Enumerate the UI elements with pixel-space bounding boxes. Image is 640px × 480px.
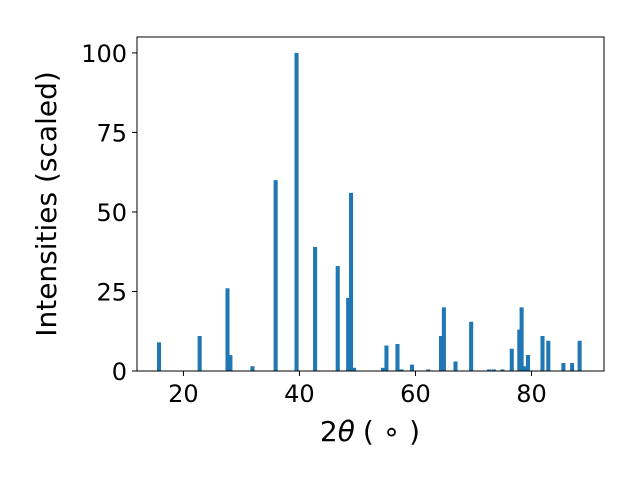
bar xyxy=(351,367,356,371)
bar xyxy=(335,266,340,371)
bar xyxy=(294,52,299,372)
bar xyxy=(273,180,278,371)
y-tick-label: 75 xyxy=(96,119,127,147)
x-axis-label-unit: ( ∘ ) xyxy=(363,415,420,448)
bar xyxy=(469,321,474,371)
bar xyxy=(525,355,531,371)
bar xyxy=(399,369,404,371)
x-tick-label: 80 xyxy=(516,380,547,408)
bar xyxy=(577,340,582,371)
bar xyxy=(250,366,255,371)
bar xyxy=(540,336,545,371)
bar xyxy=(519,307,524,371)
bar xyxy=(453,361,458,371)
bar xyxy=(522,366,527,371)
bar xyxy=(438,336,444,371)
x-tick-label: 20 xyxy=(168,380,199,408)
bar xyxy=(426,369,431,371)
bar xyxy=(509,348,514,371)
bar xyxy=(561,363,566,371)
x-axis-label-theta: θ xyxy=(338,415,355,448)
bar-series xyxy=(157,52,582,372)
bar xyxy=(313,246,318,371)
bar xyxy=(197,336,202,371)
plot-frame xyxy=(136,36,605,372)
bar xyxy=(500,369,505,371)
bar xyxy=(491,369,496,371)
bar xyxy=(395,343,400,371)
bar xyxy=(441,307,446,371)
bar xyxy=(228,355,233,371)
x-axis-label-prefix: 2 xyxy=(320,415,338,448)
y-axis-label: Intensities (scaled) xyxy=(30,71,63,337)
bar xyxy=(384,345,389,371)
bar xyxy=(570,363,575,371)
bar xyxy=(409,364,415,371)
bar xyxy=(487,369,492,371)
y-tick-label: 50 xyxy=(96,199,127,227)
bar xyxy=(517,329,522,371)
y-axis-ticks: 0 25 50 75 100 xyxy=(81,40,137,386)
bar xyxy=(157,342,162,371)
bar xyxy=(546,340,551,371)
y-tick-label: 0 xyxy=(112,358,127,386)
bar xyxy=(380,367,385,371)
y-tick-label: 100 xyxy=(81,40,127,68)
x-axis-label: 2θ( ∘ ) xyxy=(320,415,420,448)
x-tick-label: 40 xyxy=(284,380,315,408)
x-tick-label: 60 xyxy=(400,380,431,408)
y-tick-label: 25 xyxy=(96,278,127,306)
x-axis-ticks: 20 40 60 80 xyxy=(168,371,547,408)
bar xyxy=(349,192,354,371)
bar xyxy=(225,288,230,371)
bar xyxy=(346,297,351,371)
